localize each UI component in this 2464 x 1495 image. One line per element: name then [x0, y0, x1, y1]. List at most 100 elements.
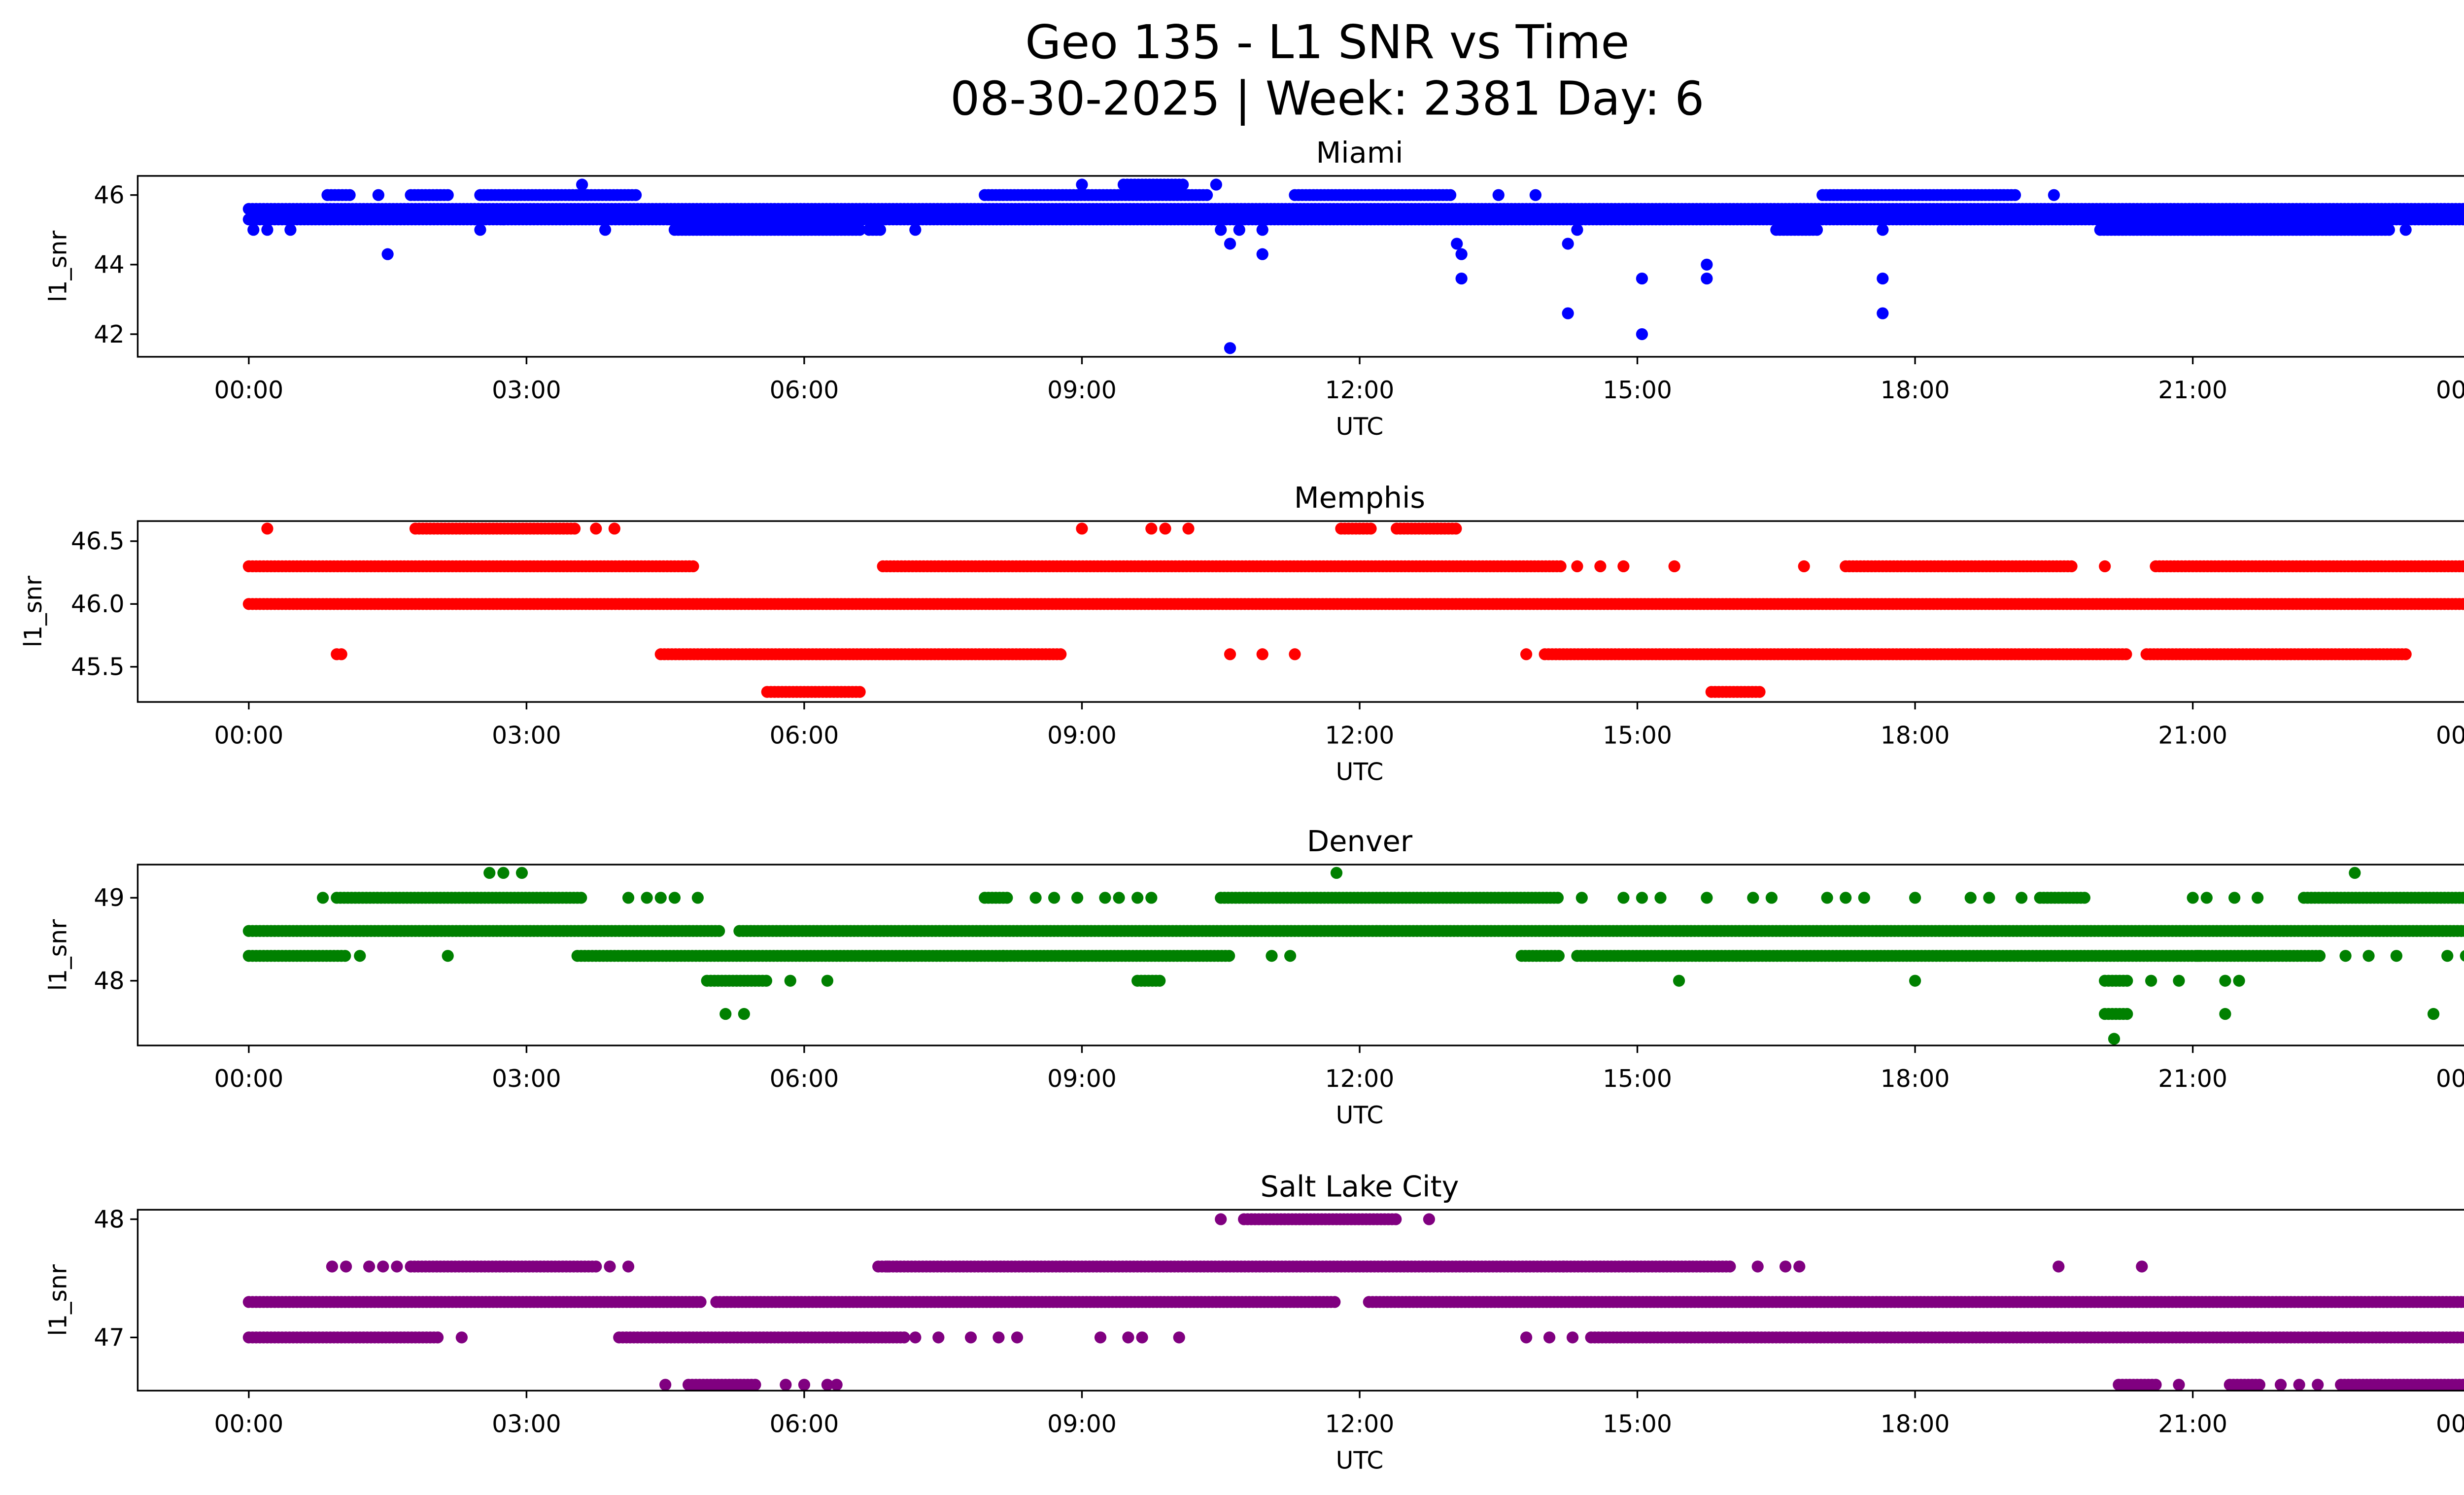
data-point [2121, 1008, 2133, 1020]
data-point [335, 648, 347, 661]
data-point [2219, 1008, 2231, 1020]
x-tick-label: 21:00 [2158, 721, 2227, 749]
x-tick-label: 09:00 [1047, 721, 1117, 749]
data-point [590, 522, 602, 535]
data-point [2233, 974, 2245, 987]
data-point [1451, 238, 1463, 250]
data-point [2173, 974, 2185, 987]
x-tick-label: 00:00 [214, 376, 284, 404]
x-axis-label: UTC [1336, 1101, 1384, 1129]
data-point [1455, 272, 1468, 285]
data-point [1492, 189, 1505, 201]
data-point [1811, 224, 1823, 236]
data-point [2219, 974, 2231, 987]
data-point [2460, 950, 2464, 962]
data-point [2145, 974, 2157, 987]
data-point [874, 224, 887, 236]
data-point [1444, 189, 1457, 201]
data-point [1551, 892, 1564, 904]
data-point [2252, 892, 2264, 904]
data-point [2065, 560, 2078, 573]
x-tick-label: 03:00 [492, 721, 561, 749]
data-point [1552, 950, 1565, 962]
data-point [2108, 1033, 2121, 1045]
data-point [1983, 892, 1995, 904]
data-point [784, 974, 796, 987]
x-tick-label: 00:00 [214, 721, 284, 749]
data-point [1701, 272, 1713, 285]
x-tick-label: 00:00 [2436, 376, 2464, 404]
data-point [1455, 248, 1468, 260]
data-point [2461, 204, 2464, 214]
data-point [1256, 224, 1268, 236]
data-point [1520, 648, 1533, 661]
data-point [898, 1331, 910, 1344]
data-point [622, 892, 635, 904]
data-point [2099, 560, 2111, 573]
data-point [1673, 974, 1685, 987]
data-point [1554, 560, 1567, 573]
figure-title-line2: 08-30-2025 | Week: 2381 Day: 6 [950, 72, 1704, 126]
data-point [2441, 950, 2454, 962]
data-point [1256, 248, 1268, 260]
data-point [654, 892, 667, 904]
y-tick-label: 45.5 [71, 653, 125, 681]
scatter-series-miami [242, 178, 2464, 354]
x-tick-label: 15:00 [1603, 376, 1672, 404]
x-tick-label: 00:00 [2436, 721, 2464, 749]
data-point [2313, 950, 2326, 962]
y-tick-label: 48 [94, 967, 124, 995]
x-tick-label: 06:00 [770, 1065, 839, 1093]
data-point [1636, 892, 1648, 904]
data-point [2459, 925, 2464, 937]
data-point [1617, 892, 1630, 904]
data-point [2461, 598, 2464, 610]
data-point [2048, 189, 2060, 201]
data-point [1575, 892, 1588, 904]
data-point [1365, 522, 1377, 535]
data-point [854, 224, 866, 236]
data-point [1055, 648, 1067, 661]
data-point [1215, 224, 1227, 236]
data-point [2078, 892, 2090, 904]
x-tick-label: 18:00 [1881, 376, 1950, 404]
y-tick-label: 46.0 [71, 590, 125, 618]
x-tick-label: 15:00 [1603, 721, 1672, 749]
data-point [1076, 522, 1088, 535]
data-point [284, 224, 297, 236]
data-point [1256, 648, 1268, 661]
x-tick-label: 12:00 [1325, 1065, 1395, 1093]
data-point [497, 213, 510, 226]
data-point [2228, 892, 2241, 904]
data-point [1450, 522, 1462, 535]
data-point [1224, 342, 1236, 354]
data-point [1529, 189, 1542, 201]
data-point [1654, 892, 1667, 904]
data-point [372, 189, 384, 201]
data-point [474, 224, 486, 236]
data-point [515, 867, 528, 879]
x-tick-label: 00:00 [2436, 1065, 2464, 1093]
data-point [1909, 892, 1921, 904]
x-tick-label: 18:00 [1881, 721, 1950, 749]
data-point [317, 892, 329, 904]
data-point [1210, 178, 1222, 191]
data-point [1798, 560, 1810, 573]
data-point [668, 892, 681, 904]
data-point [1636, 272, 1648, 285]
data-point [854, 686, 866, 698]
data-point [1840, 892, 1852, 904]
x-tick-label: 21:00 [2158, 1065, 2227, 1093]
data-point [1765, 892, 1778, 904]
data-point [1029, 892, 1042, 904]
data-point [1877, 224, 1889, 236]
data-point [1154, 974, 1166, 987]
y-tick-label: 42 [94, 320, 124, 348]
subplot-title: Miami [1316, 136, 1403, 170]
data-point [1571, 560, 1583, 573]
y-tick-label: 44 [94, 251, 124, 279]
data-point [1289, 648, 1301, 661]
data-point [1284, 950, 1297, 962]
